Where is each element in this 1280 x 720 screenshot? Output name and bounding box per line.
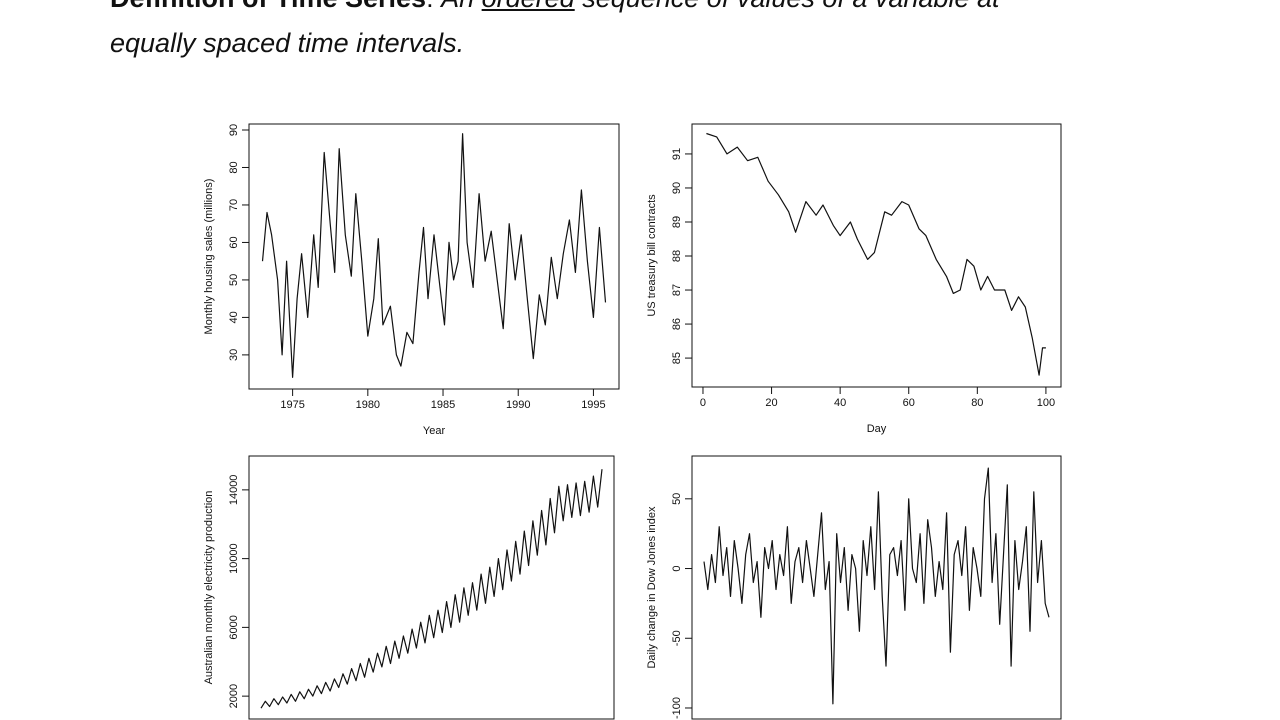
y-axis-label: Monthly housing sales (millions) — [203, 179, 215, 335]
x-axis-label: Day — [867, 423, 887, 435]
y-tick-label: 2000 — [228, 684, 240, 708]
y-tick-label: 89 — [671, 216, 683, 228]
y-tick-label: 40 — [228, 311, 240, 323]
x-tick-label: 1985 — [431, 399, 455, 411]
x-tick-label: 80 — [971, 397, 983, 409]
x-tick-label: 1980 — [356, 399, 380, 411]
definition: An — [441, 0, 482, 13]
series-line — [703, 467, 1050, 705]
y-tick-label: 30 — [228, 349, 240, 361]
y-tick-label: 85 — [671, 352, 683, 364]
y-tick-label: 86 — [671, 318, 683, 330]
x-tick-label: 20 — [765, 397, 777, 409]
y-tick-label: 90 — [228, 124, 240, 136]
series-line — [260, 469, 603, 709]
y-tick-label: 88 — [671, 250, 683, 262]
plot-frame — [691, 123, 1062, 388]
emphasis: ordered — [482, 0, 575, 13]
plot-frame — [248, 455, 615, 720]
y-tick-label: -100 — [671, 697, 683, 719]
x-tick-label: 1975 — [280, 399, 304, 411]
x-tick-label: 40 — [834, 397, 846, 409]
y-tick-label: 87 — [671, 284, 683, 296]
term: Definition of Time Series — [110, 0, 426, 13]
y-tick-label: 91 — [671, 148, 683, 160]
heading: Definition of Time Series: An ordered se… — [110, 0, 1210, 66]
x-tick-label: 60 — [903, 397, 915, 409]
y-axis-label: US treasury bill contracts — [646, 194, 658, 317]
y-tick-label: 10000 — [228, 543, 240, 574]
y-axis-label: Daily change in Dow Jones index — [646, 506, 658, 669]
x-tick-label: 0 — [700, 397, 706, 409]
y-tick-label: 90 — [671, 182, 683, 194]
x-axis-label: Year — [423, 425, 446, 437]
colon: : — [426, 0, 441, 13]
definition: equally spaced time intervals. — [110, 28, 465, 58]
plot-frame — [248, 123, 620, 390]
x-tick-label: 100 — [1037, 397, 1055, 409]
y-tick-label: 14000 — [228, 475, 240, 506]
x-tick-label: 1990 — [506, 399, 530, 411]
x-tick-label: 1995 — [581, 399, 605, 411]
y-tick-label: 6000 — [228, 615, 240, 639]
y-tick-label: 50 — [228, 274, 240, 286]
plot-frame — [691, 455, 1062, 720]
y-tick-label: 60 — [228, 236, 240, 248]
y-tick-label: -50 — [671, 630, 683, 646]
y-tick-label: 50 — [671, 493, 683, 505]
y-tick-label: 80 — [228, 161, 240, 173]
y-tick-label: 0 — [671, 565, 683, 571]
definition: sequence of values of a variable at — [575, 0, 999, 13]
y-tick-label: 70 — [228, 199, 240, 211]
y-axis-label: Australian monthly electricity productio… — [203, 491, 215, 685]
series-line — [261, 133, 607, 378]
series-line — [706, 132, 1046, 376]
